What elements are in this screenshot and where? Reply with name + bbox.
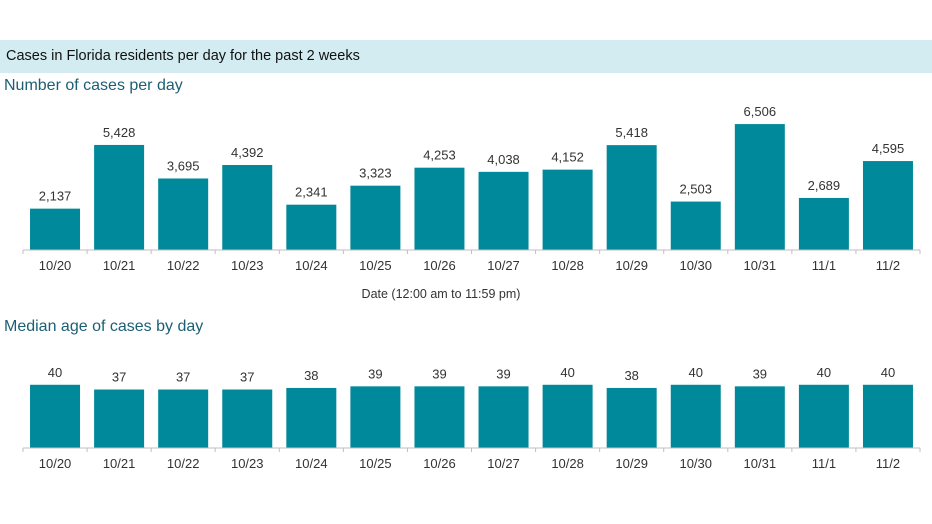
age-x-tick-label: 10/24 (295, 456, 328, 471)
cases-x-axis-title: Date (12:00 am to 11:59 pm) (362, 287, 521, 301)
cases-x-tick-label: 11/2 (876, 258, 900, 273)
cases-bar (606, 145, 657, 250)
cases-bar (286, 204, 337, 250)
age-x-tick-label: 10/21 (103, 456, 136, 471)
cases-bar (478, 171, 529, 250)
cases-x-tick-label: 10/27 (487, 258, 520, 273)
age-x-tick-label: 10/26 (423, 456, 456, 471)
cases-x-tick-label: 11/1 (812, 258, 836, 273)
chart-header-title: Cases in Florida residents per day for t… (6, 48, 360, 64)
age-bar (222, 389, 273, 448)
cases-data-label: 2,341 (295, 185, 328, 200)
cases-bar (670, 201, 721, 250)
chart-header-bar: Cases in Florida residents per day for t… (0, 40, 932, 73)
age-bar (670, 384, 721, 448)
cases-x-tick-label: 10/31 (744, 258, 777, 273)
cases-bar (414, 167, 465, 250)
age-x-tick-label: 10/29 (615, 456, 648, 471)
cases-data-label: 3,323 (359, 166, 392, 181)
cases-bar (30, 208, 81, 250)
age-data-label: 39 (753, 366, 767, 381)
age-data-label: 40 (560, 365, 574, 380)
cases-data-label: 2,503 (679, 182, 712, 197)
age-data-label: 39 (368, 366, 382, 381)
cases-chart-title: Number of cases per day (4, 77, 183, 94)
age-x-tick-label: 10/30 (679, 456, 712, 471)
age-x-tick-label: 10/31 (744, 456, 777, 471)
cases-data-label: 5,418 (615, 125, 648, 140)
cases-x-tick-label: 10/25 (359, 258, 392, 273)
age-bar (478, 386, 529, 448)
cases-data-label: 4,038 (487, 152, 520, 167)
age-bar (798, 384, 849, 448)
age-bar (414, 386, 465, 448)
cases-per-day-chart: 2,137 10/20 5,428 10/21 3,695 10/22 4,392 10/23… (22, 104, 921, 301)
age-data-label: 40 (881, 365, 895, 380)
age-data-label: 40 (689, 365, 703, 380)
cases-x-tick-label: 10/23 (231, 258, 264, 273)
age-bar (542, 384, 593, 448)
age-x-tick-label: 11/2 (876, 456, 900, 471)
age-x-tick-label: 10/23 (231, 456, 264, 471)
cases-bar (734, 124, 785, 250)
age-x-tick-label: 10/20 (39, 456, 72, 471)
cases-bar (798, 197, 849, 250)
age-data-label: 37 (240, 370, 254, 385)
cases-data-label: 3,695 (167, 158, 200, 173)
cases-x-tick-label: 10/28 (551, 258, 584, 273)
age-bar (94, 389, 145, 448)
age-bar (606, 387, 657, 448)
age-x-tick-label: 10/28 (551, 456, 584, 471)
age-data-label: 37 (176, 370, 190, 385)
cases-x-tick-label: 10/29 (615, 258, 648, 273)
cases-bar (542, 169, 593, 250)
age-x-tick-label: 11/1 (812, 456, 836, 471)
cases-bar (222, 164, 273, 250)
cases-bar (350, 185, 401, 250)
age-data-label: 39 (432, 366, 446, 381)
age-data-label: 38 (624, 368, 638, 383)
cases-data-label: 5,428 (103, 125, 136, 140)
cases-bar (94, 144, 145, 250)
cases-x-tick-label: 10/24 (295, 258, 328, 273)
cases-data-label: 4,253 (423, 148, 456, 163)
age-bar (350, 386, 401, 448)
cases-bar (862, 161, 913, 250)
age-data-label: 37 (112, 370, 126, 385)
age-data-label: 39 (496, 366, 510, 381)
cases-data-label: 2,137 (39, 189, 72, 204)
age-chart-title: Median age of cases by day (4, 318, 204, 335)
age-x-tick-label: 10/22 (167, 456, 200, 471)
age-bar (30, 384, 81, 448)
age-x-tick-label: 10/27 (487, 456, 520, 471)
cases-data-label: 2,689 (808, 178, 841, 193)
cases-bar (158, 178, 209, 250)
cases-x-tick-label: 10/22 (167, 258, 200, 273)
cases-x-tick-label: 10/20 (39, 258, 72, 273)
cases-data-label: 4,152 (551, 150, 584, 165)
cases-data-label: 4,392 (231, 145, 264, 160)
cases-x-tick-label: 10/30 (679, 258, 712, 273)
age-data-label: 40 (48, 365, 62, 380)
cases-x-tick-label: 10/26 (423, 258, 456, 273)
age-bar (158, 389, 209, 448)
age-data-label: 40 (817, 365, 831, 380)
age-bar (862, 384, 913, 448)
median-age-chart: 40 10/20 37 10/21 37 10/22 37 10/23 38 10/24 39 10/… (22, 365, 921, 471)
cases-data-label: 4,595 (872, 141, 905, 156)
age-data-label: 38 (304, 368, 318, 383)
age-bar (734, 386, 785, 448)
age-x-tick-label: 10/25 (359, 456, 392, 471)
age-bar (286, 387, 337, 448)
cases-x-tick-label: 10/21 (103, 258, 136, 273)
cases-data-label: 6,506 (744, 104, 777, 119)
